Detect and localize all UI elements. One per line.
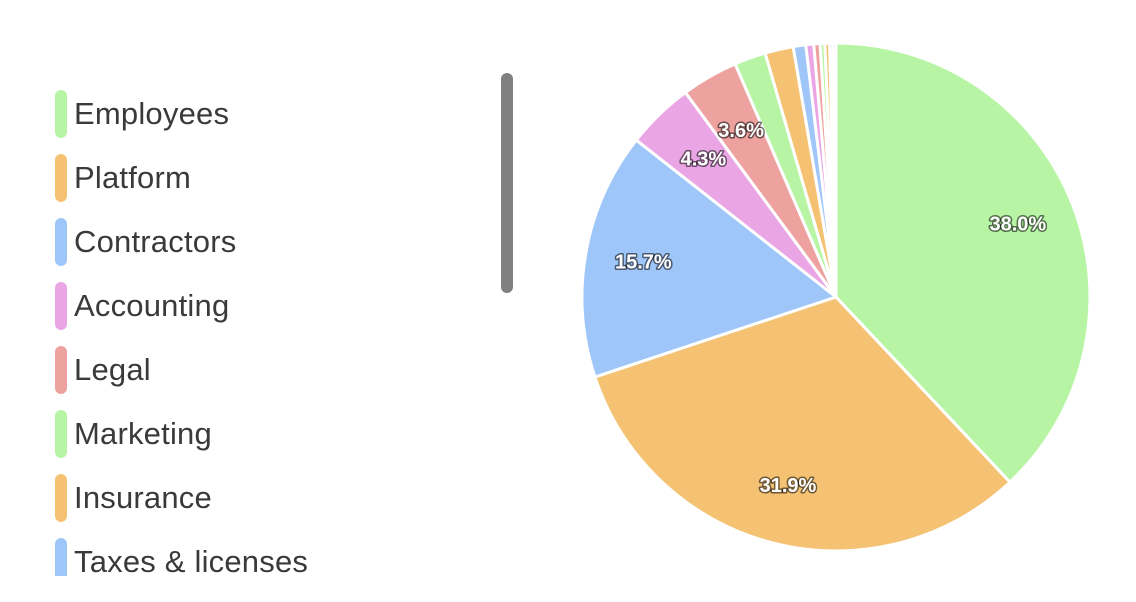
pie-slice[interactable] [834,41,1092,484]
legend-item[interactable]: Marketing [55,402,308,466]
slice-data-label: 31.9% [760,475,817,497]
legend-item[interactable]: Legal [55,338,308,402]
legend-item[interactable]: Employees [55,82,308,146]
legend-swatch [55,538,67,576]
legend-item[interactable]: Contractors [55,210,308,274]
legend: Employees Platform Contractors Accounting Le… [55,82,485,576]
legend-list: Employees Platform Contractors Accounting Le… [55,82,308,576]
legend-swatch [55,410,67,458]
legend-label: Legal [74,352,151,387]
legend-scrollbar[interactable] [501,73,513,293]
legend-item[interactable]: Taxes & licenses [55,530,308,576]
pie-slice[interactable] [580,138,838,379]
legend-swatch [55,282,67,330]
slice-data-label: 15.7% [615,252,672,274]
legend-swatch [55,154,67,202]
legend-label: Platform [74,160,192,195]
legend-label: Marketing [74,416,212,451]
legend-item[interactable]: Insurance [55,466,308,530]
legend-label: Taxes & licenses [74,544,309,576]
legend-item[interactable]: Accounting [55,274,308,338]
legend-label: Contractors [74,224,237,259]
slice-data-label: 38.0% [989,213,1046,235]
legend-swatch [55,474,67,522]
slice-data-label: 4.3% [681,148,727,170]
legend-label: Accounting [74,288,230,323]
legend-swatch [55,218,67,266]
legend-swatch [55,346,67,394]
legend-item[interactable]: Platform [55,146,308,210]
legend-label: Employees [74,96,230,131]
legend-swatch [55,90,67,138]
slice-data-label: 3.6% [718,120,764,142]
pie-slice[interactable] [831,41,838,299]
pie-slice[interactable] [593,295,1012,553]
legend-label: Insurance [74,480,212,515]
